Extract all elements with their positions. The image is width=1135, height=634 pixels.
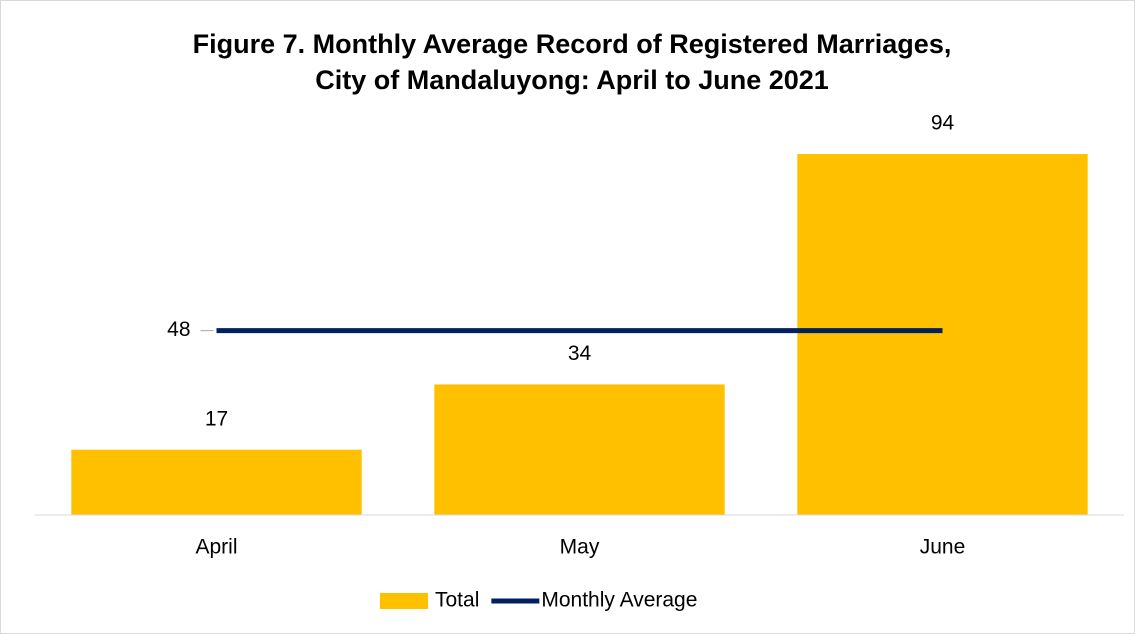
x-tick-label: June — [920, 536, 966, 559]
x-tick-label: April — [195, 536, 237, 559]
bar — [797, 154, 1088, 516]
legend-swatch — [380, 593, 428, 609]
bar — [434, 384, 725, 515]
legend-label: Monthly Average — [541, 589, 697, 612]
chart-title: Figure 7. Monthly Average Record of Regi… — [193, 29, 952, 59]
bar — [71, 449, 362, 515]
chart-title: City of Mandaluyong: April to June 2021 — [315, 65, 829, 95]
x-tick-label: May — [560, 536, 600, 559]
data-label: 34 — [568, 342, 592, 365]
data-label: 94 — [931, 112, 955, 135]
data-label: 48 — [167, 318, 190, 341]
data-label: 17 — [205, 407, 228, 430]
legend-label: Total — [435, 589, 479, 612]
